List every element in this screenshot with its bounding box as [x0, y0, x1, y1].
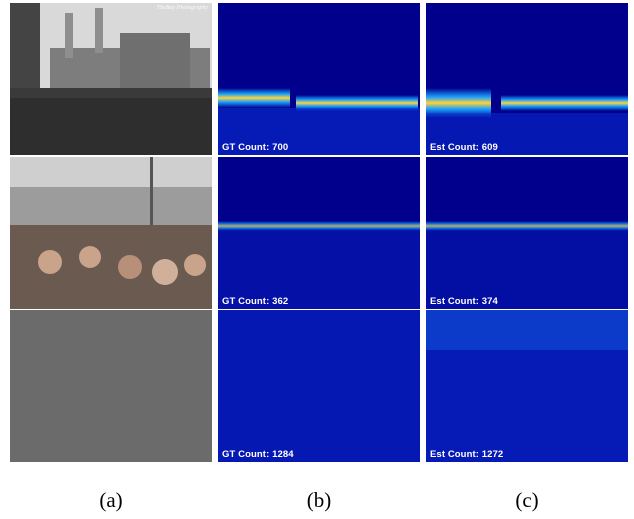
- mecca-crowd-photo: [10, 3, 212, 155]
- input-image-spectator-crowd: [10, 157, 212, 309]
- gt-count-label: GT Count: 700: [222, 142, 289, 153]
- spectator-crowd-photo: [10, 157, 212, 309]
- ground-truth-density-map-1: GT Count: 700: [218, 3, 420, 155]
- density-heatmap: [426, 88, 628, 155]
- density-heatmap: [426, 221, 628, 309]
- ground-truth-density-map-2: GT Count: 362: [218, 157, 420, 309]
- photographer-watermark: TheBay Photography: [156, 5, 208, 11]
- est-count-label: Est Count: 609: [430, 142, 498, 153]
- density-heatmap: [426, 310, 628, 462]
- input-image-mecca-crowd: TheBay Photography: [10, 3, 212, 155]
- density-heatmap: [218, 88, 420, 155]
- column-label-a: (a): [99, 488, 123, 512]
- estimated-density-map-3: Est Count: 1272: [426, 310, 628, 462]
- density-heatmap: [218, 221, 420, 309]
- gt-count-label: GT Count: 362: [222, 296, 289, 307]
- gt-count-label: GT Count: 1284: [222, 449, 294, 460]
- estimated-density-map-2: Est Count: 374: [426, 157, 628, 309]
- column-label-b: (b): [306, 488, 332, 512]
- estimated-density-map-1: Est Count: 609: [426, 3, 628, 155]
- dense-crowd-photo: [10, 310, 212, 462]
- column-label-c: (c): [515, 488, 539, 512]
- input-image-dense-crowd: [10, 310, 212, 462]
- est-count-label: Est Count: 374: [430, 296, 498, 307]
- density-heatmap: [218, 310, 420, 462]
- est-count-label: Est Count: 1272: [430, 449, 504, 460]
- ground-truth-density-map-3: GT Count: 1284: [218, 310, 420, 462]
